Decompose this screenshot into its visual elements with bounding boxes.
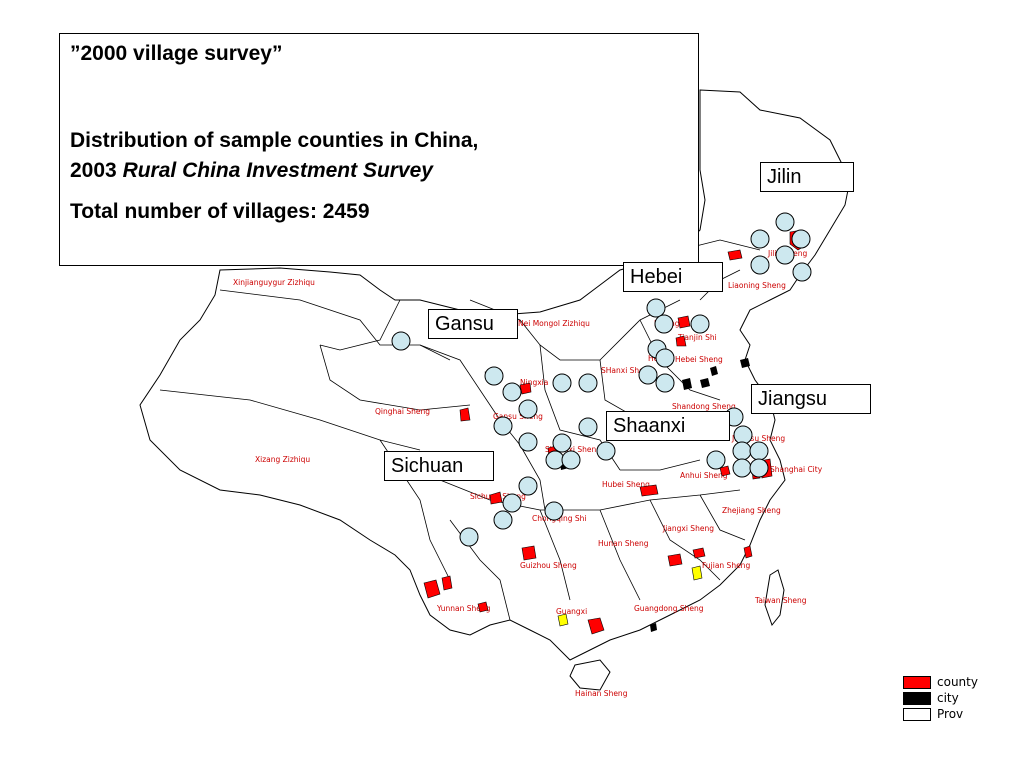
legend-item-county: county — [903, 674, 978, 690]
callout-jiangsu: Jiangsu — [751, 384, 871, 414]
label-anhui: Anhui Sheng — [680, 471, 728, 480]
callout-jilin: Jilin — [760, 162, 854, 192]
label-henan: He — [648, 354, 659, 363]
village-marker — [596, 441, 616, 461]
survey-name: ”2000 village survey” — [70, 42, 283, 65]
map-title-line2: 2003 Rural China Investment Survey — [70, 156, 688, 186]
label-taiwan: Taiwan Sheng — [754, 596, 807, 605]
village-marker — [732, 441, 752, 461]
label-xizang: Xizang Zizhiqu — [255, 455, 310, 464]
callout-hebei: Hebei — [623, 262, 723, 292]
label-tianjin: Tianjin Shi — [677, 333, 717, 342]
legend-swatch-prov — [903, 707, 931, 721]
callout-sichuan: Sichuan — [384, 451, 494, 481]
callout-gansu: Gansu — [428, 309, 518, 339]
callout-shaanxi: Shaanxi — [606, 411, 730, 441]
label-gansu: Gansu Sheng — [493, 412, 543, 421]
legend-label: Prov — [937, 707, 964, 721]
village-marker — [775, 212, 795, 232]
label-shanghai: Shanghai City — [770, 465, 823, 474]
label-hubei: Hubei Sheng — [602, 480, 650, 489]
village-marker — [459, 527, 479, 547]
village-marker — [561, 450, 581, 470]
village-marker — [690, 314, 710, 334]
village-marker — [552, 433, 572, 453]
village-marker — [749, 458, 769, 478]
village-marker — [750, 255, 770, 275]
survey-year: 2003 — [70, 159, 117, 182]
village-marker — [493, 510, 513, 530]
highlight-patches — [557, 565, 703, 627]
label-hebei: Hebei Sheng — [675, 355, 723, 364]
survey-title: Rural China Investment Survey — [122, 159, 433, 182]
label-neimenggu: Nei Mongol Zizhiqu — [518, 319, 590, 328]
label-hunan: Hunan Sheng — [598, 539, 649, 548]
village-marker — [791, 229, 811, 249]
village-total: Total number of villages: 2459 — [70, 200, 370, 223]
village-marker — [654, 314, 674, 334]
label-shanxi: SHanxi Sheng — [601, 366, 654, 375]
label-xinjiang: Xinjianguygur Zizhiqu — [233, 278, 315, 287]
village-marker — [749, 441, 769, 461]
legend-item-city: city — [903, 690, 978, 706]
map-title: Distribution of sample counties in China… — [70, 126, 688, 186]
village-marker — [578, 373, 598, 393]
label-guangdong: Guangdong Sheng — [634, 604, 704, 613]
village-marker — [484, 366, 504, 386]
village-marker — [638, 365, 658, 385]
label-guangxi: Guangxi — [556, 607, 587, 616]
village-markers — [391, 212, 812, 547]
village-marker — [792, 262, 812, 282]
label-yunnan: Yunnan Sheng — [436, 604, 491, 613]
legend-swatch-city — [903, 691, 931, 705]
label-fujian: Fujian Sheng — [702, 561, 750, 570]
village-marker — [706, 450, 726, 470]
legend-label: county — [937, 675, 978, 689]
label-hainan: Hainan Sheng — [575, 689, 628, 698]
legend-swatch-county — [903, 675, 931, 689]
map-title-line: Distribution of sample counties in China… — [70, 129, 479, 152]
legend: county city Prov — [903, 674, 978, 722]
village-marker — [655, 348, 675, 368]
village-marker — [552, 373, 572, 393]
village-marker — [391, 331, 411, 351]
title-box: ”2000 village survey” Distribution of sa… — [59, 33, 699, 266]
label-liaoning: Liaoning Sheng — [728, 281, 786, 290]
village-marker — [518, 399, 538, 419]
village-marker — [750, 229, 770, 249]
village-marker — [502, 493, 522, 513]
legend-label: city — [937, 691, 959, 705]
village-marker — [545, 450, 565, 470]
label-ningxia: Ningxia — [520, 378, 548, 387]
village-marker — [578, 417, 598, 437]
label-guizhou: Guizhou Sheng — [520, 561, 577, 570]
label-shandong: Shandong Sheng — [672, 402, 736, 411]
village-marker — [732, 458, 752, 478]
hainan-island — [569, 659, 611, 691]
village-marker — [502, 382, 522, 402]
village-marker — [544, 501, 564, 521]
legend-item-prov: Prov — [903, 706, 978, 722]
label-zhejiang: Zhejiang Sheng — [722, 506, 781, 515]
label-jiangsu: Jiangsu Sheng — [731, 434, 785, 443]
label-jiangxi: Jiangxi Sheng — [662, 524, 714, 533]
village-marker — [646, 298, 666, 318]
village-marker — [733, 425, 753, 445]
village-marker — [775, 245, 795, 265]
label-qinghai: Qinghai Sheng — [375, 407, 430, 416]
taiwan-island — [764, 569, 785, 627]
village-marker — [518, 432, 538, 452]
village-marker — [518, 476, 538, 496]
label-shaanxi: Shaanxi Sheng — [545, 445, 601, 454]
village-marker — [655, 373, 675, 393]
village-marker — [493, 416, 513, 436]
